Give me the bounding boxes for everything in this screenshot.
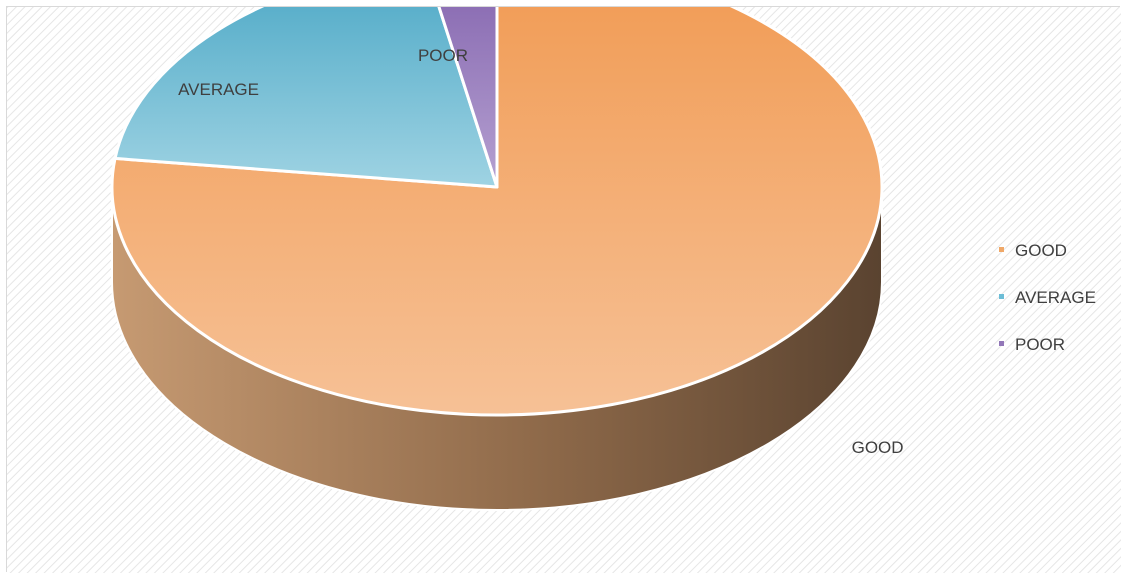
legend-label-good: GOOD bbox=[1015, 241, 1067, 260]
chart-area: GOOD AVERAGE POOR GOOD AVERAGE POOR bbox=[6, 6, 1121, 573]
data-label-average: AVERAGE bbox=[178, 80, 259, 99]
legend-swatch-poor bbox=[999, 341, 1004, 346]
legend-swatch-average bbox=[999, 294, 1004, 299]
pie-chart: GOOD AVERAGE POOR GOOD AVERAGE POOR bbox=[7, 7, 1121, 573]
data-label-poor: POOR bbox=[418, 46, 468, 65]
data-label-good: GOOD bbox=[852, 438, 904, 457]
legend-label-average: AVERAGE bbox=[1015, 288, 1096, 307]
legend-item-average: AVERAGE bbox=[999, 288, 1096, 307]
slice-good bbox=[110, 7, 884, 417]
legend-swatch-good bbox=[999, 247, 1004, 252]
legend-label-poor: POOR bbox=[1015, 335, 1065, 354]
legend: GOOD AVERAGE POOR bbox=[999, 241, 1096, 354]
legend-item-poor: POOR bbox=[999, 335, 1065, 354]
legend-item-good: GOOD bbox=[999, 241, 1067, 260]
slice-average bbox=[113, 7, 499, 189]
slice-poor bbox=[437, 7, 499, 189]
